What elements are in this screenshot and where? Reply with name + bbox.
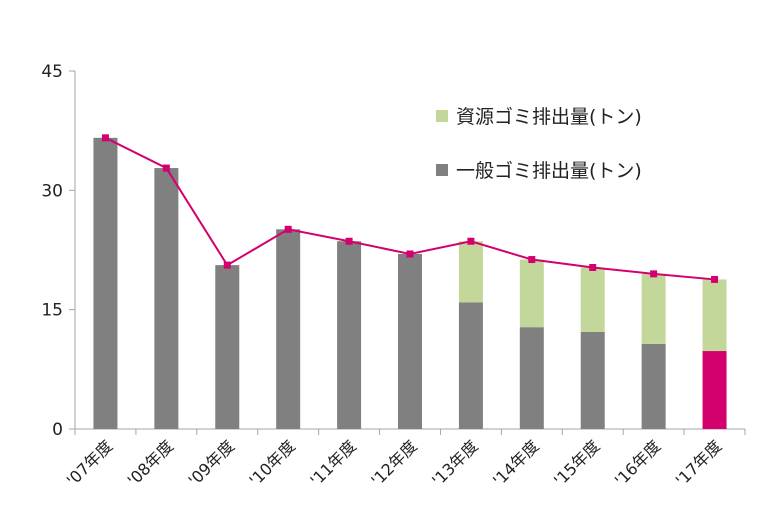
bar-general-9 <box>641 343 666 429</box>
bar-recycle-9 <box>641 273 666 344</box>
bars <box>93 137 727 429</box>
total-line-point <box>528 256 536 264</box>
x-tick-label: '07年度 <box>63 436 117 490</box>
bar-general-1 <box>154 168 179 429</box>
axes <box>69 70 746 435</box>
legend: 資源ゴミ排出量(トン) 一般ゴミ排出量(トン) <box>436 106 642 182</box>
bar-general-3 <box>276 229 301 429</box>
bar-general-7 <box>519 327 544 429</box>
y-tick-label: 15 <box>41 301 63 321</box>
bar-recycle-8 <box>580 267 605 332</box>
total-line-point <box>711 275 719 283</box>
y-tick-label: 30 <box>41 181 63 201</box>
total-line-point <box>162 164 170 172</box>
x-tick-label: '09年度 <box>185 436 239 490</box>
y-tick-labels: 0 15 30 45 <box>41 62 63 440</box>
total-line-point <box>101 134 109 142</box>
bar-general-0 <box>93 137 118 429</box>
bar-general-10 <box>702 351 727 429</box>
legend-swatch-1 <box>436 164 448 176</box>
total-line-point <box>345 237 353 245</box>
x-tick-label: '12年度 <box>367 436 421 490</box>
bar-general-2 <box>215 265 240 429</box>
x-tick-label: '17年度 <box>672 436 726 490</box>
x-tick-label: '16年度 <box>611 436 665 490</box>
x-tick-label: '15年度 <box>550 436 604 490</box>
bar-recycle-7 <box>519 259 544 328</box>
x-tick-labels: '07年度 '08年度 '09年度 '10年度 '11年度 '12年度 '13年度 '14年度… <box>63 436 726 490</box>
bar-general-8 <box>580 331 605 429</box>
bar-general-5 <box>398 253 422 429</box>
bar-general-4 <box>337 241 362 429</box>
total-line-point <box>589 264 597 272</box>
bar-general-6 <box>458 302 483 429</box>
x-tick-label: '14年度 <box>489 436 543 490</box>
legend-label-0: 資源ゴミ排出量(トン) <box>456 106 642 128</box>
total-line <box>101 134 719 283</box>
y-tick-label: 0 <box>52 420 63 440</box>
x-tick-label: '11年度 <box>306 436 360 490</box>
total-line-point <box>284 225 292 233</box>
x-tick-label: '13年度 <box>428 436 482 490</box>
legend-swatch-0 <box>436 110 448 122</box>
legend-label-1: 一般ゴミ排出量(トン) <box>456 160 642 182</box>
x-tick-label: '10年度 <box>245 436 299 490</box>
total-line-point <box>467 237 475 245</box>
x-tick-label: '08年度 <box>124 436 178 490</box>
bar-recycle-6 <box>458 241 483 303</box>
bar-recycle-10 <box>702 279 727 352</box>
total-line-point <box>406 250 414 258</box>
total-line-point <box>650 270 658 278</box>
y-tick-label: 45 <box>41 62 63 82</box>
total-line-point <box>223 261 231 269</box>
